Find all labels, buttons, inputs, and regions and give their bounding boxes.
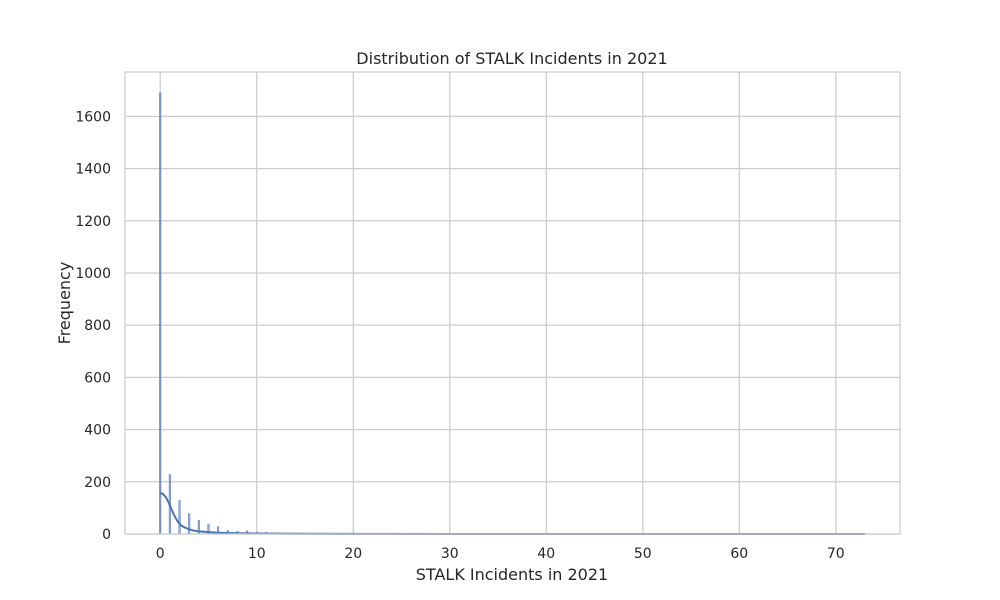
y-tick-label: 400 <box>84 423 111 439</box>
histogram-bars <box>159 92 866 535</box>
kde-curve <box>159 491 865 535</box>
histogram-bar <box>159 92 162 535</box>
histogram-bar <box>178 500 181 535</box>
y-tick-label: 1000 <box>75 266 111 282</box>
x-tick-label: 50 <box>634 546 652 562</box>
x-tick-label: 20 <box>344 546 362 562</box>
x-tick-label: 60 <box>730 546 748 562</box>
x-tick-label: 40 <box>537 546 555 562</box>
y-tick-label: 1400 <box>75 162 111 178</box>
x-axis-label: STALK Incidents in 2021 <box>416 565 608 584</box>
histogram-bar <box>188 513 191 535</box>
y-tick-label: 200 <box>84 475 111 491</box>
chart-title: Distribution of STALK Incidents in 2021 <box>356 49 667 68</box>
y-axis-ticks: 0 200 400 600 800 1000 1200 1400 1600 <box>75 109 111 543</box>
grid-lines <box>125 72 900 535</box>
x-tick-label: 0 <box>156 546 165 562</box>
y-tick-label: 600 <box>84 370 111 386</box>
y-tick-label: 1200 <box>75 214 111 230</box>
x-tick-label: 30 <box>441 546 459 562</box>
y-axis-label: Frequency <box>55 262 74 345</box>
x-tick-label: 10 <box>248 546 266 562</box>
x-tick-label: 70 <box>827 546 845 562</box>
x-axis-ticks: 0 10 20 30 40 50 60 70 <box>156 546 845 562</box>
y-tick-label: 1600 <box>75 109 111 125</box>
plot-frame <box>124 71 901 535</box>
y-tick-label: 0 <box>102 527 111 543</box>
y-tick-label: 800 <box>84 318 111 334</box>
